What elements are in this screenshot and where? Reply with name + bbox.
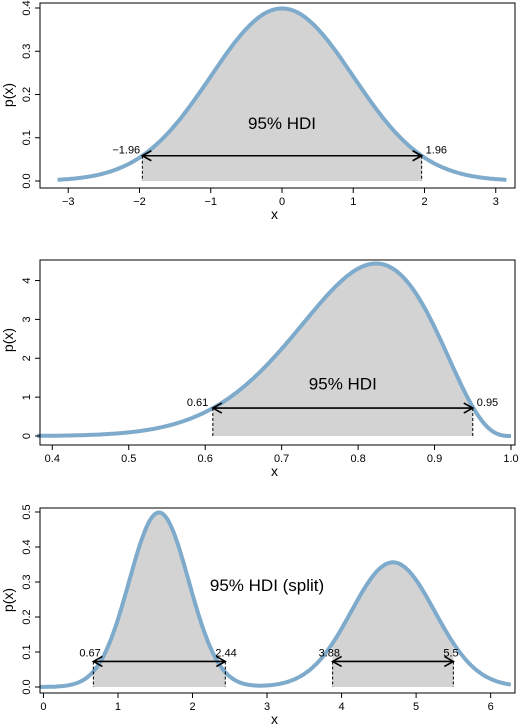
- hdi-arrow-head-right: [463, 402, 475, 414]
- hdi-label: 95% HDI: [248, 114, 316, 133]
- y-tick-label: 0.1: [21, 644, 33, 659]
- plot-frame: [39, 259, 516, 446]
- hdi-upper-bound-label: 2.44: [215, 647, 236, 659]
- density-curve: [36, 261, 512, 438]
- x-tick-label: 5: [413, 701, 419, 713]
- hdi-shade-region: [142, 8, 422, 181]
- x-tick-label: 6: [488, 701, 494, 713]
- panel-beta: 0.61 0.95 95% HDI 0.4 0.5 0.6 0.7 0.8 0.9 1.0 0 1 2 3…: [0, 259, 519, 479]
- x-tick-label: 1.0: [503, 453, 518, 465]
- y-tick-label: 0.0: [21, 173, 33, 188]
- x-axis-title: x: [271, 206, 278, 222]
- y-tick-label: 0.4: [21, 0, 33, 15]
- hdi-upper-bound-label: 0.95: [477, 397, 498, 409]
- hdi-upper-bound-label: 5.5: [443, 647, 458, 659]
- panel-bimodal: 0.67 2.44 3.88 5.5 95% HDI (split) 0 1 2 3 4 5 6 0.0…: [0, 504, 516, 727]
- hdi-lower-bound-label: 0.67: [79, 647, 100, 659]
- hdi-lower-bound-label: 0.61: [187, 397, 208, 409]
- hdi-arrow-head-left: [211, 402, 223, 414]
- y-tick-label: 4: [21, 277, 33, 283]
- x-tick-label: 0.6: [198, 453, 213, 465]
- y-tick-label: 0: [21, 433, 33, 439]
- y-tick-label: 2: [21, 355, 33, 361]
- density-curve: [57, 6, 507, 182]
- x-tick-label: 0.5: [121, 453, 136, 465]
- density-curve: [39, 510, 512, 689]
- y-tick-label: 0.3: [21, 44, 33, 59]
- x-tick-label: 0.8: [350, 453, 365, 465]
- x-tick-label: 2: [189, 701, 195, 713]
- y-tick-label: 3: [21, 316, 33, 322]
- x-tick-label: 0.9: [427, 453, 442, 465]
- hdi-shade-region: [212, 263, 473, 436]
- y-tick-label: 0.2: [21, 609, 33, 624]
- y-tick-label: 0.1: [21, 130, 33, 145]
- x-tick-label: 0: [40, 701, 46, 713]
- x-tick-label: −2: [133, 196, 146, 208]
- y-axis-title: p(x): [0, 83, 16, 107]
- y-tick-label: 0.0: [21, 679, 33, 694]
- y-tick-label: 0.5: [21, 504, 33, 519]
- hdi-upper-bound-label: 1.96: [426, 145, 447, 157]
- x-tick-label: 3: [264, 701, 270, 713]
- x-tick-label: 0.7: [274, 453, 289, 465]
- x-tick-label: −3: [62, 196, 75, 208]
- plot-frame: [39, 507, 516, 694]
- y-tick-label: 0.4: [21, 539, 33, 554]
- y-axis-title: p(x): [0, 588, 16, 612]
- panel-normal: −1.96 1.96 95% HDI −3 −2 −1 0 1 2 3 0.0 0.1 0.2 0.3 0.…: [0, 0, 516, 222]
- x-axis-title: x: [271, 711, 278, 727]
- hdi-lower-bound-label: −1.96: [112, 145, 140, 157]
- x-tick-label: 3: [493, 196, 499, 208]
- x-tick-label: 0: [279, 196, 285, 208]
- x-tick-label: 2: [421, 196, 427, 208]
- hdi-shade-region: [93, 512, 226, 687]
- x-tick-label: 1: [350, 196, 356, 208]
- hdi-label: 95% HDI (split): [210, 576, 324, 595]
- hdi-label: 95% HDI: [309, 374, 377, 393]
- y-tick-label: 0.2: [21, 87, 33, 102]
- y-axis-title: p(x): [0, 328, 16, 352]
- hdi-lower-bound-label: 3.88: [319, 647, 340, 659]
- y-tick-label: 1: [21, 394, 33, 400]
- y-tick-label: 0.3: [21, 574, 33, 589]
- x-tick-label: 1: [115, 701, 121, 713]
- plot-frame: [39, 2, 516, 189]
- hdi-shade-region: [332, 562, 454, 687]
- x-tick-label: 0.4: [45, 453, 60, 465]
- x-axis-title: x: [271, 463, 278, 479]
- x-tick-label: 4: [339, 701, 345, 713]
- x-tick-label: −1: [204, 196, 217, 208]
